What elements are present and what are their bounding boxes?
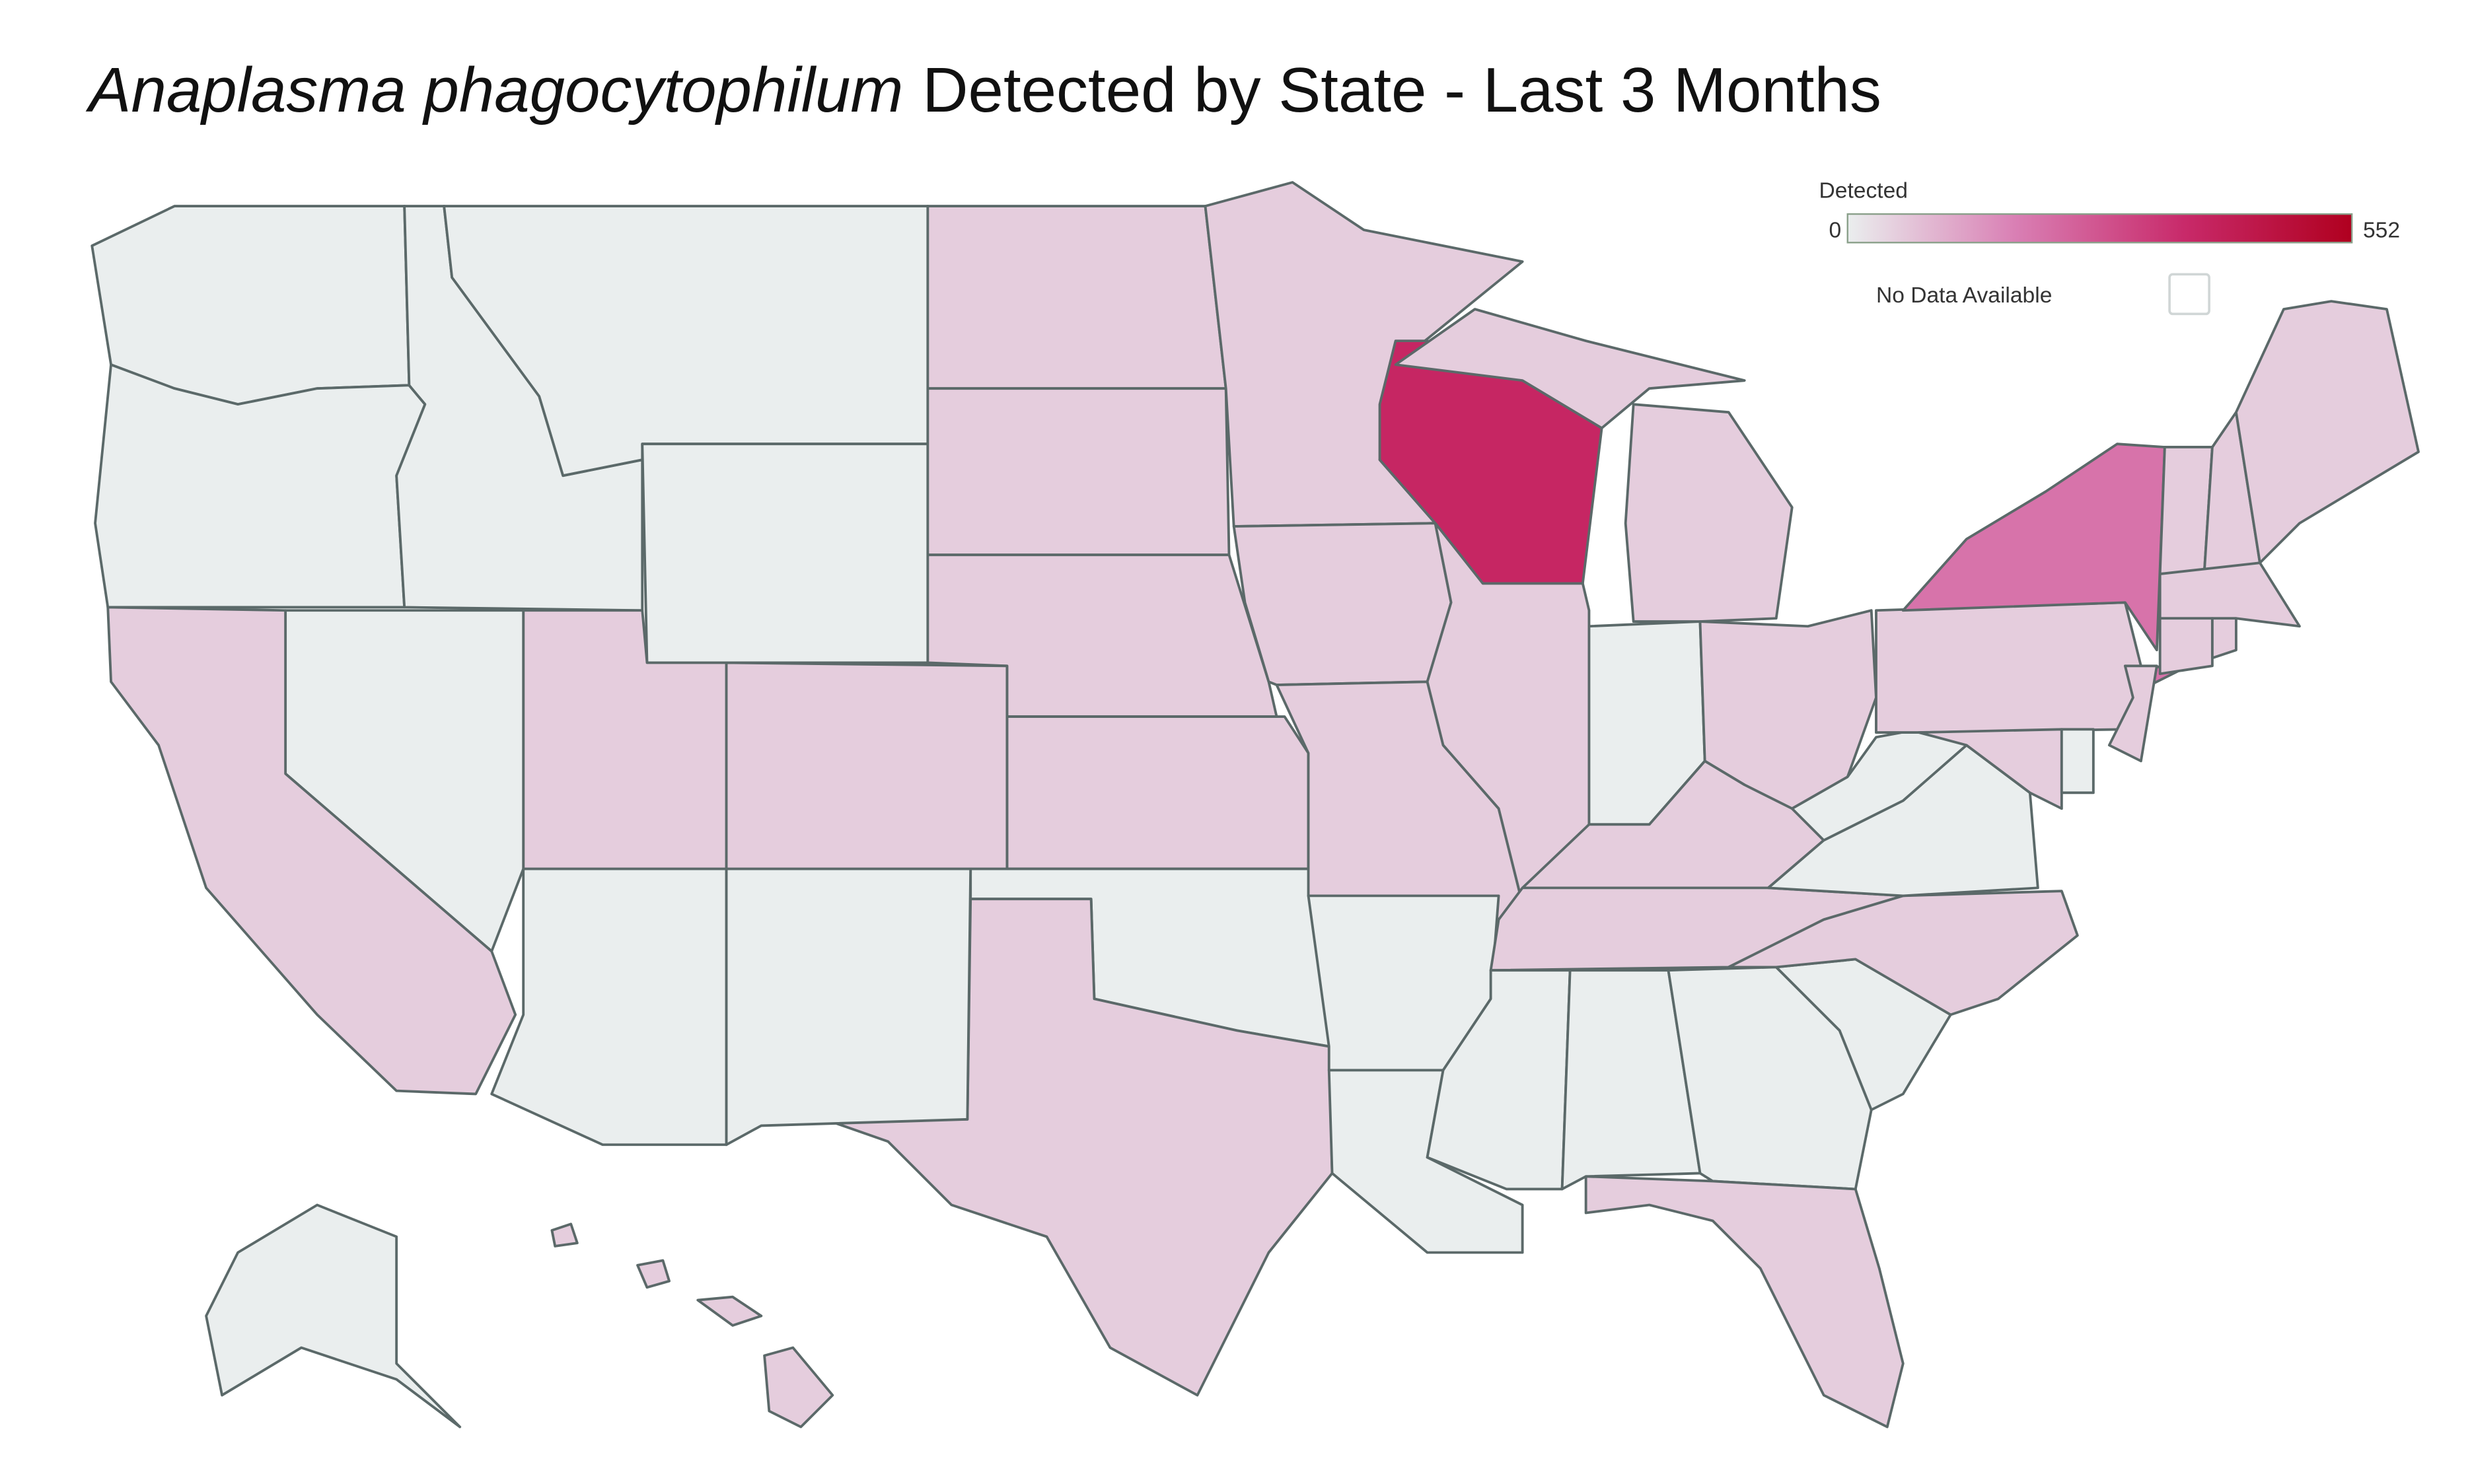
state <box>725 867 972 1147</box>
state <box>1005 715 1310 870</box>
state <box>926 387 1231 557</box>
state <box>823 898 1334 1397</box>
state <box>94 363 427 609</box>
state <box>1232 522 1453 686</box>
state <box>2158 617 2214 676</box>
no-data-swatch <box>2168 273 2210 316</box>
legend-title: Detected <box>1819 178 1908 203</box>
state <box>1394 308 1794 623</box>
state <box>2060 728 2095 795</box>
colorbar-tick-label: 0 <box>1829 218 1841 242</box>
chart-title: Anaplasma phagocytophilum Detected by Sta… <box>85 55 1881 125</box>
state <box>1584 1175 1905 1429</box>
state <box>2158 561 2301 628</box>
state <box>1727 890 2079 1016</box>
state <box>2234 300 2420 565</box>
state <box>1560 969 1702 1191</box>
colorbar <box>1846 213 2353 244</box>
state <box>550 1222 834 1429</box>
state <box>926 205 1227 390</box>
state <box>205 1203 462 1429</box>
state <box>2210 617 2238 660</box>
state <box>1917 728 2063 810</box>
state <box>725 661 1009 870</box>
state <box>641 442 929 664</box>
no-data-label: No Data Available <box>1876 283 2052 308</box>
colorbar-tick-label: 552 <box>2363 218 2400 242</box>
state <box>490 867 728 1147</box>
state <box>2107 664 2158 763</box>
states <box>91 181 2420 1429</box>
state <box>1875 601 2142 734</box>
title-italic: Anaplasma phagocytophilum <box>85 55 903 125</box>
title-text: Detected by State - Last 3 Months <box>922 55 1881 125</box>
state <box>106 606 517 1096</box>
